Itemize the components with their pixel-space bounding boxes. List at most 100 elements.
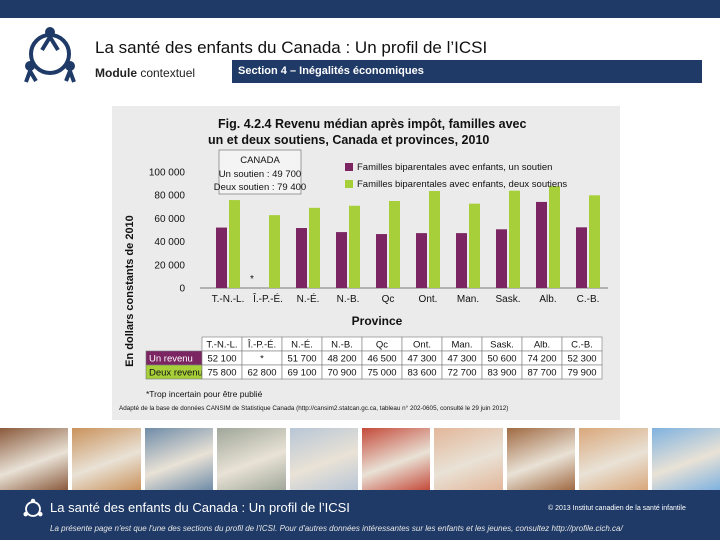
canada-box-title: CANADA: [240, 155, 280, 166]
table-header-label: Man.: [451, 340, 472, 351]
photo-girl-portrait: [506, 428, 576, 490]
table-cell-value: 79 900: [567, 368, 596, 379]
uncertain-value-marker: *: [250, 274, 254, 285]
footer-copyright: © 2013 Institut canadien de la santé inf…: [548, 505, 686, 512]
table-cell: [561, 364, 603, 380]
bar-two-earners: [269, 215, 280, 288]
photo-child-winter: [289, 428, 359, 490]
canada-box: [218, 149, 302, 195]
table-cell-value: 83 600: [407, 368, 436, 379]
footer-note: La présente page n'est que l'une des sec…: [50, 524, 623, 533]
bar-two-earners: [469, 203, 480, 288]
top-bar: [0, 0, 720, 18]
table-cell-value: 51 700: [287, 354, 316, 365]
table-header-label: Î.-P.-É.: [247, 340, 276, 351]
figure-title-line2: un et deux soutiens, Canada et provinces…: [208, 133, 489, 147]
photo-pregnant-belly: [434, 428, 503, 490]
bar-two-earners: [549, 186, 560, 288]
table-cell-value: 47 300: [447, 354, 476, 365]
table-cell-value: 52 100: [207, 354, 236, 365]
table-cell-value: 83 900: [487, 368, 516, 379]
table-row-label: Un revenu: [149, 354, 193, 365]
y-tick-label: 60 000: [154, 214, 185, 225]
x-tick-label: N.-B.: [337, 294, 360, 305]
y-tick-label: 20 000: [154, 260, 185, 271]
chart-svg: Fig. 4.2.4 Revenu médian après impôt, fa…: [119, 117, 608, 412]
y-tick-label: 0: [179, 284, 185, 295]
table-cell-value: 46 500: [367, 354, 396, 365]
figure-title-line1: Fig. 4.2.4 Revenu médian après impôt, fa…: [218, 117, 527, 131]
table-header-label: Qc: [376, 340, 388, 351]
photo-boy-toothbrush: [579, 428, 648, 490]
legend-swatch-one-earner: [345, 163, 353, 171]
x-tick-label: Alb.: [539, 294, 556, 305]
table-cell-value: 72 700: [447, 368, 476, 379]
canada-box-one-earner: Un soutien : 49 700: [219, 169, 301, 180]
y-tick-label: 100 000: [149, 168, 186, 179]
table-header-label: Alb.: [534, 340, 550, 351]
bar-one-earner: [376, 234, 387, 288]
legend-swatch-two-earners: [345, 180, 353, 188]
x-tick-label: T.-N.-L.: [212, 294, 245, 305]
bar-two-earners: [229, 200, 240, 288]
table-cell-value: 70 900: [327, 368, 356, 379]
y-tick-label: 40 000: [154, 237, 185, 248]
bar-two-earners: [309, 207, 320, 288]
table-cell-value: 75 800: [207, 368, 236, 379]
bar-one-earner: [296, 228, 307, 288]
photo-kids-smiling: [72, 428, 141, 490]
cich-logo-icon: [24, 27, 76, 83]
bar-one-earner: [416, 233, 427, 288]
x-tick-label: Qc: [382, 294, 395, 305]
footer: La santé des enfants du Canada : Un prof…: [0, 490, 720, 540]
canada-box-two-earners: Deux soutien : 79 400: [214, 182, 306, 193]
bar-one-earner: [496, 229, 507, 288]
photo-mother-child: [0, 428, 69, 490]
bar-one-earner: [576, 227, 587, 288]
footer-title: La santé des enfants du Canada : Un prof…: [50, 500, 350, 515]
table-header-label: Sask.: [490, 340, 514, 351]
table-header-label: Ont.: [413, 340, 431, 351]
footer-logo-icon: [23, 498, 43, 517]
footnote: *Trop incertain pour être publié: [146, 389, 263, 399]
table-cell-value: 69 100: [287, 368, 316, 379]
bar-two-earners: [429, 191, 440, 288]
table-cell-value: 75 000: [367, 368, 396, 379]
bar-two-earners: [589, 195, 600, 288]
bar-two-earners: [509, 190, 520, 288]
photo-kids-jumping: [651, 428, 720, 490]
module-label-bold: Module: [95, 66, 137, 80]
bar-one-earner: [536, 201, 547, 288]
table-row-label: Deux revenus: [149, 368, 208, 379]
bar-two-earners: [349, 205, 360, 288]
module-label-rest: contextuel: [137, 66, 196, 80]
module-label: Module contextuel: [95, 66, 195, 80]
x-tick-label: Î.-P.-É.: [252, 292, 283, 305]
table-header-label: T.-N.-L.: [206, 340, 237, 351]
x-tick-label: N.-É.: [297, 292, 320, 305]
photo-group-kids: [144, 428, 214, 490]
photo-sports-team: [362, 428, 431, 490]
bar-two-earners: [389, 201, 400, 288]
photo-child-wheelchair: [217, 428, 286, 490]
y-tick-label: 80 000: [154, 191, 185, 202]
legend-label-one-earner: Familles biparentales avec enfants, un s…: [357, 162, 552, 173]
x-tick-label: Sask.: [495, 294, 520, 305]
page-title: La santé des enfants du Canada : Un prof…: [95, 38, 488, 57]
x-tick-label: C.-B.: [577, 294, 600, 305]
table-cell-value: *: [260, 354, 264, 365]
bar-one-earner: [336, 232, 347, 288]
table-cell-value: 87 700: [527, 368, 556, 379]
bar-one-earner: [456, 233, 467, 288]
table-header-label: C.-B.: [571, 340, 593, 351]
table-cell-value: 52 300: [567, 354, 596, 365]
source-note: Adapté de la base de données CANSIM de S…: [119, 404, 508, 412]
x-axis-label: Province: [352, 314, 403, 328]
x-tick-label: Man.: [457, 294, 479, 305]
table-cell-value: 47 300: [407, 354, 436, 365]
bar-one-earner: [216, 227, 227, 288]
photo-strip: [0, 428, 720, 490]
x-tick-label: Ont.: [419, 294, 438, 305]
section-bar: Section 4 – Inégalités économiques: [232, 60, 702, 83]
